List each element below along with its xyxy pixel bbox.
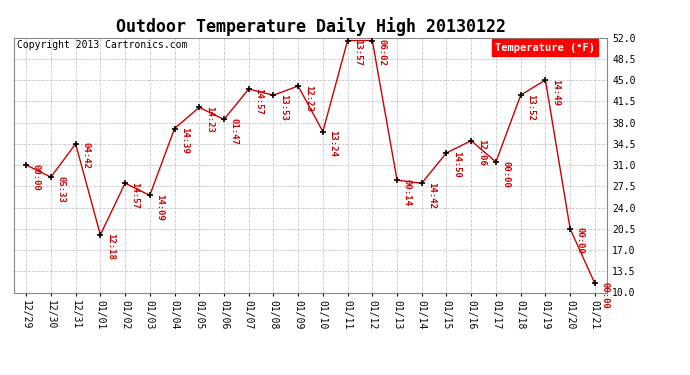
Text: 14:42: 14:42 <box>427 182 436 209</box>
Text: 05:33: 05:33 <box>57 176 66 203</box>
Text: 00:00: 00:00 <box>502 160 511 188</box>
Text: 14:23: 14:23 <box>205 106 214 133</box>
Text: 14:57: 14:57 <box>254 88 264 115</box>
Text: 04:42: 04:42 <box>81 142 90 169</box>
Text: 00:00: 00:00 <box>600 282 609 309</box>
Text: 14:09: 14:09 <box>155 194 164 221</box>
Text: 14:57: 14:57 <box>130 182 139 209</box>
Text: 13:57: 13:57 <box>353 39 362 66</box>
Text: 13:24: 13:24 <box>328 130 337 157</box>
Text: 00:00: 00:00 <box>575 227 584 254</box>
Text: 14:39: 14:39 <box>180 127 189 154</box>
Text: 00:00: 00:00 <box>32 164 41 190</box>
Text: Copyright 2013 Cartronics.com: Copyright 2013 Cartronics.com <box>17 40 187 50</box>
Text: 12:23: 12:23 <box>304 85 313 111</box>
Text: 13:52: 13:52 <box>526 94 535 121</box>
Text: 12:06: 12:06 <box>477 140 486 166</box>
Text: Temperature (°F): Temperature (°F) <box>495 43 595 52</box>
Text: 01:47: 01:47 <box>230 118 239 145</box>
Title: Outdoor Temperature Daily High 20130122: Outdoor Temperature Daily High 20130122 <box>115 17 506 36</box>
Text: 14:49: 14:49 <box>551 79 560 105</box>
Text: 00:14: 00:14 <box>402 179 412 206</box>
Text: 12:18: 12:18 <box>106 233 115 260</box>
Text: 13:53: 13:53 <box>279 94 288 121</box>
Text: 06:02: 06:02 <box>378 39 387 66</box>
Text: 14:50: 14:50 <box>452 152 461 178</box>
